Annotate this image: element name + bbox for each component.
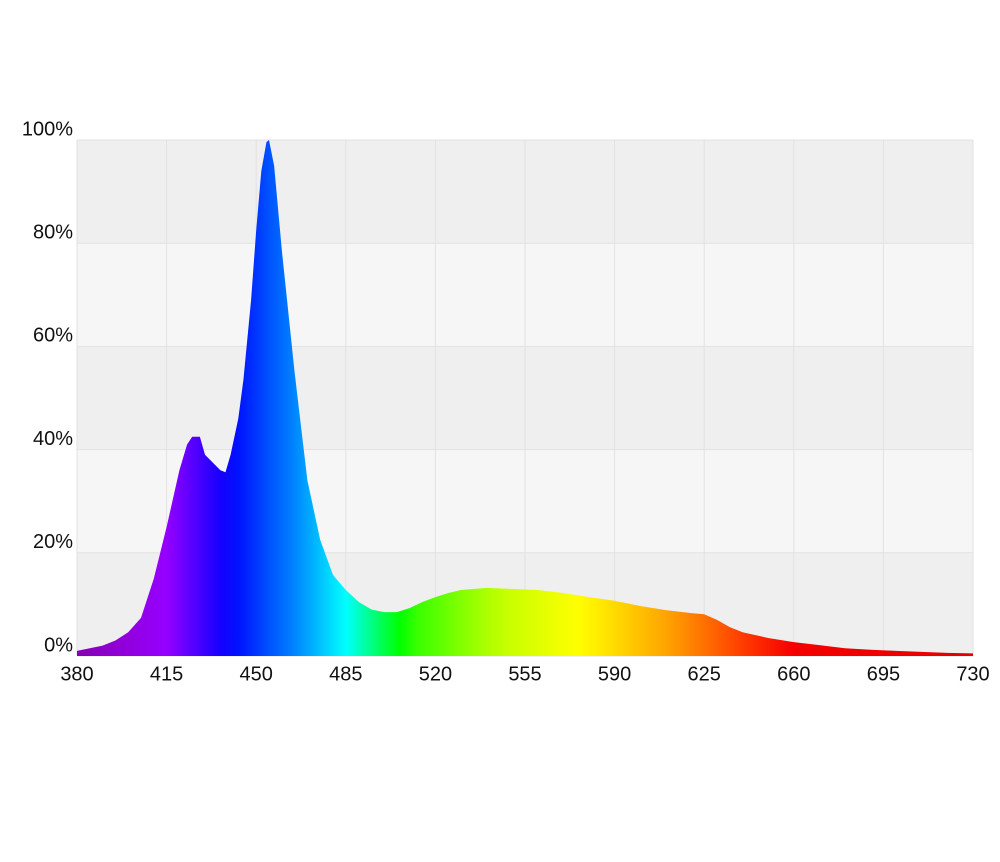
y-tick-label: 40% xyxy=(33,428,73,450)
y-tick-label: 60% xyxy=(33,325,73,347)
x-tick-label: 450 xyxy=(240,663,273,685)
x-tick-label: 520 xyxy=(419,663,452,685)
x-tick-label: 380 xyxy=(60,663,93,685)
y-tick-label: 0% xyxy=(44,634,73,656)
x-tick-label: 485 xyxy=(329,663,362,685)
x-tick-label: 415 xyxy=(150,663,183,685)
x-tick-label: 660 xyxy=(777,663,810,685)
x-tick-label: 625 xyxy=(688,663,721,685)
x-tick-label: 695 xyxy=(867,663,900,685)
x-tick-label: 730 xyxy=(956,663,989,685)
x-tick-label: 555 xyxy=(508,663,541,685)
x-tick-label: 590 xyxy=(598,663,631,685)
y-tick-label: 100% xyxy=(22,118,73,140)
y-tick-label: 20% xyxy=(33,531,73,553)
spectrum-area xyxy=(77,140,973,656)
y-tick-label: 80% xyxy=(33,221,73,243)
